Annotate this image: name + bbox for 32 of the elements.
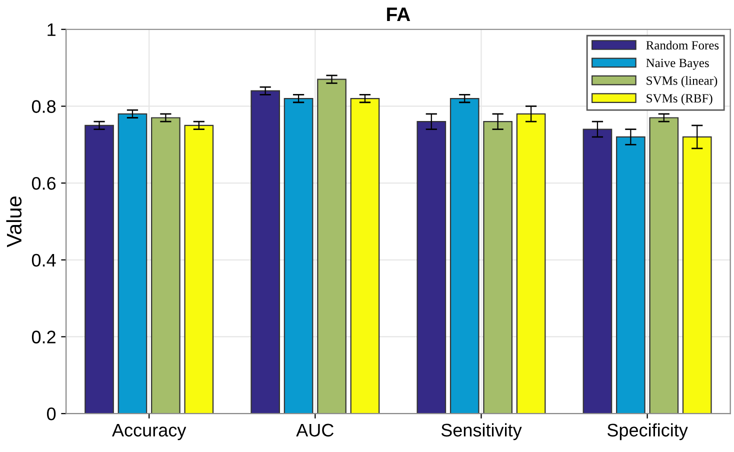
bar	[118, 113, 148, 414]
y-tick-label: 0.8	[32, 100, 56, 113]
bar	[483, 121, 513, 414]
x-tick-label: Sensitivity	[441, 423, 522, 440]
y-tick-label: 0.4	[32, 254, 56, 267]
bar	[450, 98, 480, 414]
chart-title: FA	[387, 8, 410, 22]
bar	[184, 124, 214, 414]
bar	[682, 136, 712, 414]
x-tick-label: Accuracy	[112, 424, 186, 440]
legend-label: SVMs (linear)	[646, 76, 718, 88]
bar	[250, 90, 280, 414]
y-tick-label: 0	[47, 408, 56, 420]
bar	[84, 124, 114, 414]
bar	[416, 121, 446, 414]
bar	[151, 117, 180, 414]
bar	[616, 136, 646, 414]
bar	[649, 117, 679, 414]
bar	[582, 128, 612, 414]
legend-label: Random Fores	[646, 40, 719, 50]
bar	[317, 78, 346, 414]
x-tick-label: Specificity	[607, 423, 688, 440]
bar	[516, 113, 546, 414]
y-tick-label: 0.2	[32, 330, 56, 344]
bar	[284, 98, 314, 414]
bar	[350, 98, 380, 414]
legend-label: Naive Bayes	[646, 58, 709, 70]
x-tick-label: AUC	[296, 424, 334, 437]
legend-label: SVMs (RBF)	[646, 94, 712, 106]
y-axis-title: Value	[6, 196, 22, 248]
y-tick-label: 1	[48, 24, 56, 36]
y-tick-label: 0.6	[32, 176, 56, 190]
